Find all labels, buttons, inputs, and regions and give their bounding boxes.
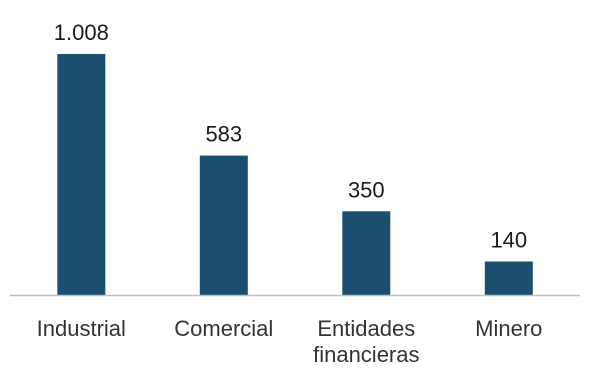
value-labels-layer: 1.008 583 350 140 (54, 20, 527, 253)
bar-0 (57, 54, 106, 295)
category-label-line: Entidades (317, 316, 415, 341)
bar-3 (484, 261, 533, 295)
category-label: Minero (475, 316, 542, 341)
category-label: Entidades financieras (313, 316, 419, 367)
bar-2 (342, 211, 391, 295)
bar-value-label: 583 (205, 122, 242, 147)
bar-1 (199, 155, 248, 295)
category-label: Comercial (174, 316, 273, 341)
category-label-line: Minero (475, 316, 542, 341)
category-label: Industrial (37, 316, 126, 341)
category-label-line: financieras (313, 342, 419, 367)
category-labels-layer: Industrial Comercial Entidades financieras M… (37, 316, 543, 367)
bar-value-label: 140 (490, 228, 527, 253)
category-label-line: Comercial (174, 316, 273, 341)
bar-value-label: 1.008 (54, 20, 109, 45)
bars-layer (57, 54, 533, 295)
category-label-line: Industrial (37, 316, 126, 341)
bar-value-label: 350 (348, 177, 385, 202)
